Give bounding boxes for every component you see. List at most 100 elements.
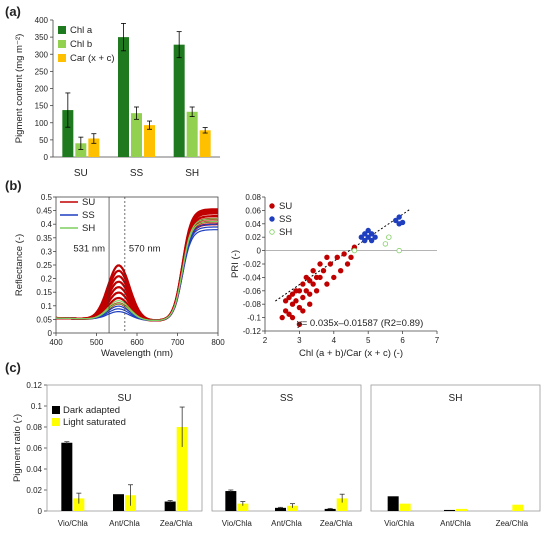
c-legend-label: Dark adapted xyxy=(63,405,120,416)
b-right-point-su xyxy=(307,301,313,307)
a-bar xyxy=(62,110,74,157)
c-category-label: Vio/Chla xyxy=(58,519,89,528)
c-bar-light xyxy=(237,503,249,511)
c-category-label: Ant/Chla xyxy=(271,519,302,528)
b-right-point-sh xyxy=(396,247,402,254)
b-right-point-ss xyxy=(368,237,375,244)
c-bar-dark xyxy=(324,508,336,511)
b-right-point-ss xyxy=(368,231,375,237)
chart-b-pri-scatter: -0.12 -0.1 -0.08 -0.06 -0.04 -0.02 0 0.02 0.04 0.… xyxy=(230,193,440,359)
c-legend-swatch xyxy=(52,406,60,414)
c-panel-frame xyxy=(370,384,541,512)
b-left-spectrum-sh xyxy=(55,220,218,321)
c-y-tick-label: 0.02 xyxy=(26,486,42,495)
b-right-point-su xyxy=(317,261,323,267)
b-right-point-sh xyxy=(386,234,392,240)
b-right-point-su xyxy=(289,291,296,297)
c-bar-light xyxy=(176,427,188,511)
b-right-y-tick-label: -0.08 xyxy=(243,300,262,309)
c-bar-dark xyxy=(444,509,455,511)
b-right-y-tick-label: 0.06 xyxy=(245,206,261,215)
a-bar xyxy=(88,138,100,157)
panel-label-c: (c) xyxy=(5,360,21,375)
b-right-point-ss xyxy=(358,234,365,240)
c-bar-light xyxy=(336,498,348,511)
c-panel-frame xyxy=(211,384,362,512)
b-right-legend-label: SU xyxy=(279,201,292,212)
b-right-y-tick-label: 0.08 xyxy=(245,193,261,202)
c-y-tick-label: 0.06 xyxy=(26,444,42,453)
a-bar xyxy=(199,130,211,157)
b-right-point-su xyxy=(279,314,285,321)
b-right-point-su xyxy=(300,308,306,314)
b-right-point-su xyxy=(307,278,313,284)
a-bar xyxy=(75,143,87,157)
b-right-point-ss xyxy=(362,231,368,237)
b-right-legend-label: SS xyxy=(279,214,292,225)
b-right-y-tick-label: -0.04 xyxy=(243,273,262,282)
c-category-label: Zea/Chla xyxy=(160,519,193,528)
b-right-point-su xyxy=(317,274,323,281)
c-panel-frame xyxy=(46,384,203,512)
b-left-y-tick-label: 0.15 xyxy=(36,288,52,297)
b-right-y-tick-label: -0.1 xyxy=(247,314,261,323)
b-left-y-tick-label: 0.25 xyxy=(36,261,52,270)
b-right-point-ss xyxy=(365,227,371,234)
b-right-y-tick-label: 0 xyxy=(257,247,262,256)
panel-label-b: (b) xyxy=(5,178,22,193)
b-left-y-tick-label: 0.45 xyxy=(36,207,52,216)
b-right-equation: y= 0.035x–0.01587 (R2=0.89) xyxy=(297,318,423,329)
b-left-x-tick-label: 600 xyxy=(130,338,144,347)
b-right-point-su xyxy=(344,261,351,267)
a-y-tick-label: 150 xyxy=(35,102,49,111)
b-left-marker-label: 531 nm xyxy=(73,243,105,254)
a-y-tick-label: 300 xyxy=(35,50,49,59)
b-right-y-tick-label: 0.02 xyxy=(245,233,261,242)
b-left-x-tick-label: 500 xyxy=(90,338,104,347)
a-category-label: SH xyxy=(185,168,199,179)
b-right-point-su xyxy=(286,311,292,317)
b-right-point-ss xyxy=(362,237,368,244)
b-right-x-axis-label: Chl (a + b)/Car (x + c) (-) xyxy=(299,348,403,359)
c-category-label: Zea/Chla xyxy=(496,519,529,528)
b-right-point-ss xyxy=(372,234,378,240)
b-right-point-su xyxy=(296,304,303,311)
c-bar-light xyxy=(456,508,467,511)
b-right-x-tick-label: 3 xyxy=(297,336,302,345)
b-right-point-ss xyxy=(393,217,399,224)
b-right-legend-marker xyxy=(269,216,275,222)
a-category-label: SS xyxy=(130,168,144,179)
b-right-point-sh xyxy=(351,247,358,254)
b-right-x-tick-label: 5 xyxy=(366,336,371,345)
b-right-point-ss xyxy=(365,234,371,240)
b-right-point-ss xyxy=(399,219,406,226)
b-right-y-axis-label: PRI (-) xyxy=(230,250,241,278)
c-bar-dark xyxy=(275,507,286,511)
c-y-tick-label: 0.08 xyxy=(26,423,42,432)
b-right-point-su xyxy=(289,301,296,307)
b-left-y-tick-label: 0.35 xyxy=(36,234,52,243)
c-legend-label: Light saturated xyxy=(63,417,126,428)
a-bar xyxy=(186,111,198,157)
b-right-point-su xyxy=(327,261,334,267)
b-right-point-su xyxy=(303,274,309,281)
a-y-tick-label: 200 xyxy=(35,85,49,94)
b-right-x-tick-label: 4 xyxy=(332,336,337,345)
a-legend-label: Chl b xyxy=(70,39,92,50)
b-left-y-tick-label: 0 xyxy=(48,329,53,338)
a-y-tick-label: 0 xyxy=(44,153,49,162)
b-right-point-sh xyxy=(382,241,389,247)
a-legend-swatch xyxy=(58,54,66,62)
b-right-legend-label: SH xyxy=(279,227,292,238)
b-left-marker-label: 570 nm xyxy=(129,243,161,254)
c-y-tick-label: 0.04 xyxy=(26,465,42,474)
c-y-tick-label: 0.12 xyxy=(26,381,42,390)
c-category-label: Ant/Chla xyxy=(109,519,140,528)
b-right-point-su xyxy=(313,288,320,294)
b-right-point-su xyxy=(293,298,299,304)
b-left-x-tick-label: 800 xyxy=(211,338,225,347)
chart-a-pigment-content: 0 50 100 150 200 250 300 350 400 Pigment content … xyxy=(14,16,220,179)
a-y-axis-label: Pigment content (mg m⁻²) xyxy=(14,34,25,144)
c-bar-light xyxy=(287,505,298,511)
